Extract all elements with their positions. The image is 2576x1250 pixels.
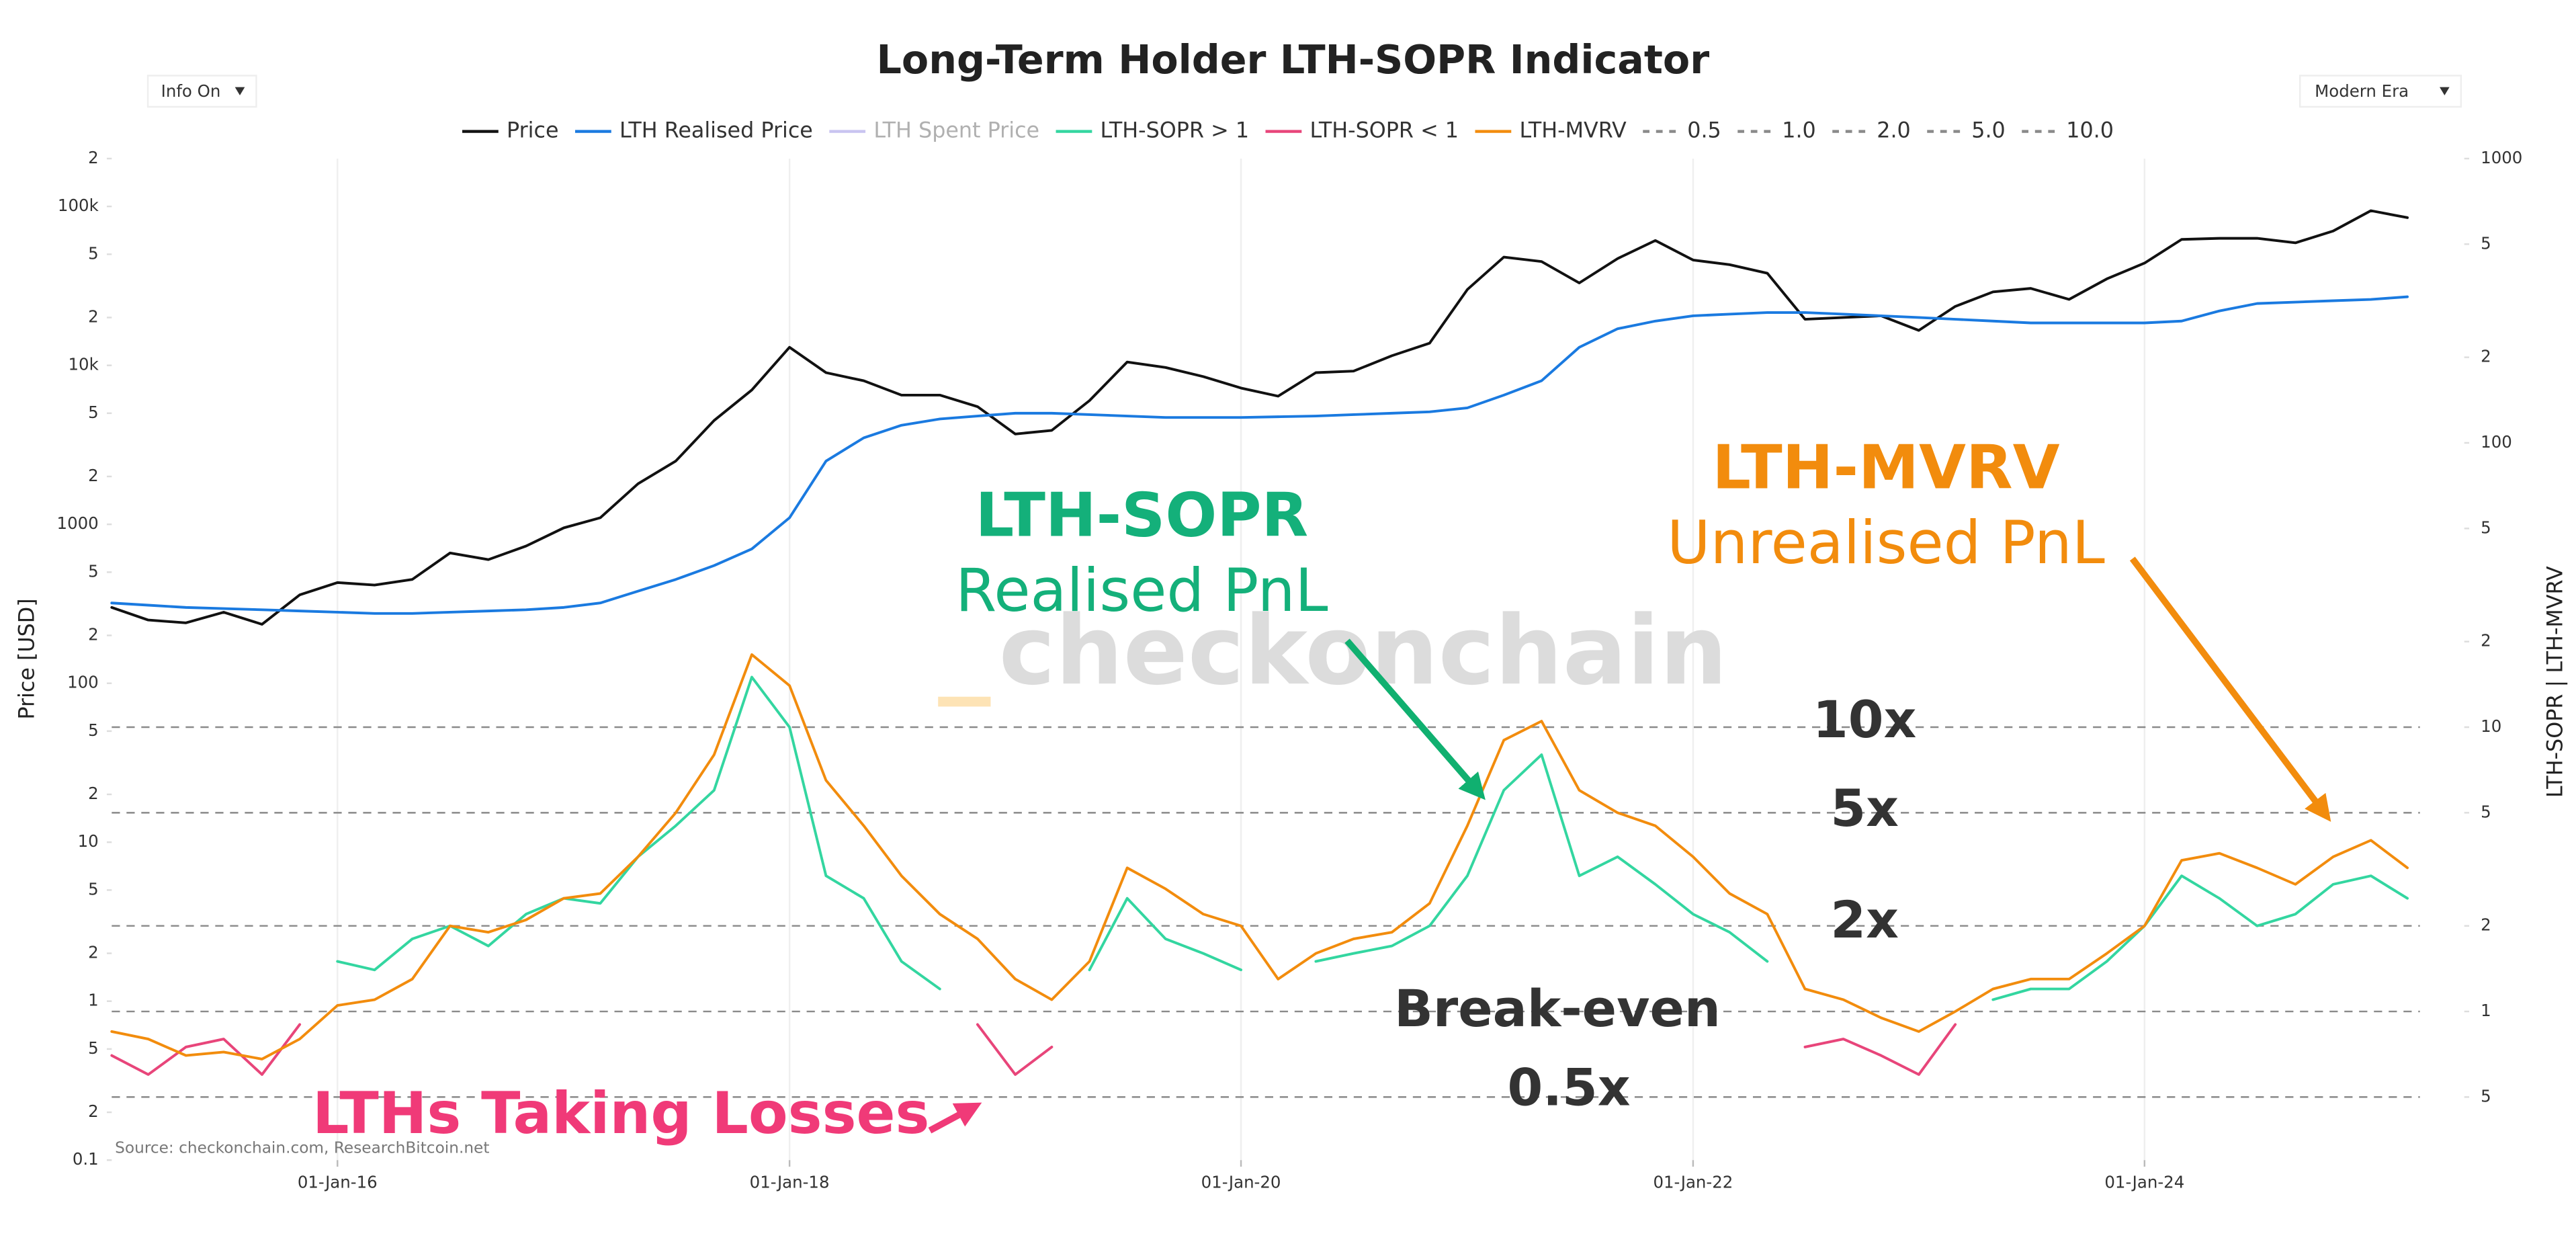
dropdown-label[interactable]: Info On [161,81,221,101]
y2-tick-label: 5 [2481,1086,2491,1106]
annotation: LTHs Taking Losses [312,1081,929,1147]
arrow [1344,638,1486,800]
x-tick-label: 01-Jan-20 [1201,1172,1281,1192]
y-tick-label: 0.1 [73,1149,99,1169]
legend-label[interactable]: Price [507,119,559,143]
legend-label[interactable]: LTH-MVRV [1520,119,1627,143]
x-tick-label: 01-Jan-16 [298,1172,378,1192]
chart-title: Long-Term Holder LTH-SOPR Indicator [877,37,1710,83]
y2-tick-label: 5 [2481,802,2491,821]
y2-tick-label: 100 [2481,432,2512,452]
annotation: LTH-SOPR [976,481,1309,551]
annotation: 10x [1813,690,1916,749]
series-line [110,295,2409,615]
y-tick-label: 5 [88,879,99,899]
y-axis-label: Price [USD] [15,598,40,719]
arrow [2129,556,2331,822]
series-line [110,653,2409,1060]
grid-layer: 01-Jan-16 01-Jan-18 01-Jan-20 01-Jan-22 01-J… [57,148,2523,1192]
legend-label[interactable]: 10.0 [2066,119,2114,143]
y2-tick-label: 5 [2481,517,2491,537]
y-tick-label: 10 [78,831,99,851]
source: Source: checkonchain.com, ResearchBitcoi… [115,1139,489,1157]
annotation: LTH-MVRV [1712,433,2059,503]
y-tick-label: 2 [88,148,99,167]
y-tick-label: 5 [88,243,99,263]
y-tick-label: 2 [88,625,99,644]
y-tick-label: 100 [67,673,99,692]
y-tick-label: 2 [88,466,99,485]
legend-label[interactable]: LTH-SOPR < 1 [1310,119,1459,143]
series-line [336,675,2409,1001]
legend-label[interactable]: 5.0 [1971,119,2006,143]
y-tick-label: 10k [68,355,99,374]
y2-tick-label: 5 [2481,233,2491,253]
annotation: Unrealised PnL [1667,508,2105,577]
y2-tick-label: 2 [2481,915,2491,935]
legend-label[interactable]: LTH-SOPR > 1 [1101,119,1249,143]
x-tick-label: 01-Jan-24 [2104,1172,2184,1192]
y-tick-label: 2 [88,306,99,326]
dropdown[interactable] [2299,75,2462,108]
y-tick-label: 5 [88,1038,99,1058]
legend-label[interactable]: 1.0 [1782,119,1816,143]
annotation: 2x [1830,890,1899,950]
watermark: checkonchain [999,595,1727,706]
annotation: 0.5x [1508,1058,1631,1118]
x-tick-label: 01-Jan-22 [1653,1172,1733,1192]
x-tick-label: 01-Jan-18 [750,1172,830,1192]
y2-tick-label: 1 [2481,1001,2491,1020]
y2-tick-label: 2 [2481,347,2491,366]
series-line [110,209,2409,626]
y-tick-label: 100k [58,196,99,215]
watermark-underscore [938,696,991,707]
y2-axis-label: LTH-SOPR | LTH-MVRV [2544,566,2568,798]
legend-label[interactable]: 2.0 [1877,119,1911,143]
arrow [928,1102,982,1134]
y-tick-label: 1 [88,991,99,1010]
series-line [110,1023,1957,1076]
y-tick-label: 5 [88,720,99,740]
y-tick-label: 5 [88,403,99,422]
y2-tick-label: 2 [2481,631,2491,651]
annotation: Break-even [1394,979,1721,1038]
annotation: Realised PnL [955,556,1328,625]
series-layer [110,209,2420,1098]
y-tick-label: 5 [88,561,99,581]
legend-label[interactable]: LTH Spent Price [873,119,1039,143]
legend-label[interactable]: LTH Realised Price [619,119,813,143]
dropdown-label[interactable]: Modern Era [2315,81,2409,101]
y2-tick-label: 1000 [2481,148,2522,167]
annotation: 5x [1830,779,1899,838]
y-tick-label: 2 [88,784,99,803]
dropdown-arrow [2440,87,2450,95]
y-tick-label: 2 [88,1101,99,1121]
y-tick-label: 2 [88,943,99,962]
y2-tick-label: 10 [2481,716,2501,736]
dropdown-arrow [234,87,245,95]
legend-label[interactable]: 0.5 [1687,119,1721,143]
legend: Price LTH Realised Price LTH Spent Price LT… [462,119,2114,143]
y-tick-label: 1000 [57,513,99,533]
